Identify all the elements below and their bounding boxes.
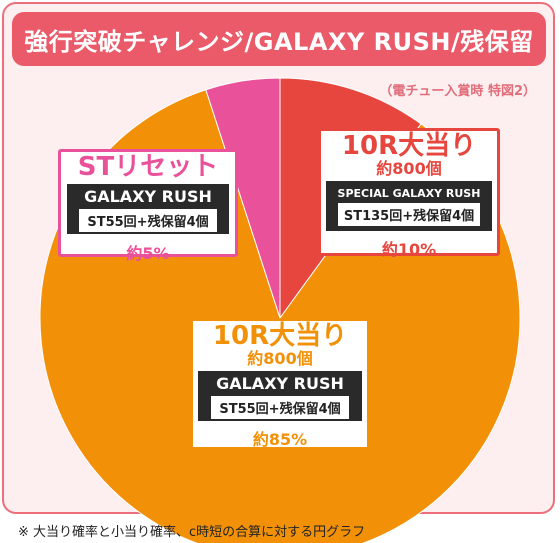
pie-slice-st-reset — [205, 77, 281, 319]
label-card-special: 10R大当り 約800個 SPECIAL GALAXY RUSH ST135回+… — [318, 128, 500, 259]
st-reset-mode-box: GALAXY RUSH ST55回+残保留4個 — [67, 184, 229, 234]
st-reset-percent: 約5% — [126, 244, 170, 263]
special-percent: 約10% — [381, 240, 437, 259]
special-mode-box: SPECIAL GALAXY RUSH ST135回+残保留4個 — [326, 181, 492, 231]
special-payout: 約800個 — [376, 159, 442, 178]
st-reset-detail: ST55回+残保留4個 — [79, 208, 217, 232]
label-card-st-reset: STリセット GALAXY RUSH ST55回+残保留4個 約5% — [58, 149, 238, 263]
footnote: ※ 大当り確率と小当り確率、c時短の合算に対する円グラフ — [18, 525, 366, 540]
special-mode: SPECIAL GALAXY RUSH — [337, 186, 481, 200]
galaxy-mode: GALAXY RUSH — [216, 373, 344, 393]
galaxy-title: 10R大当り — [212, 321, 348, 351]
st-reset-mode: GALAXY RUSH — [84, 186, 212, 206]
condition-note: （電チュー入賞時 特図2） — [379, 84, 536, 99]
st-reset-title: STリセット — [77, 152, 219, 182]
galaxy-mode-box: GALAXY RUSH ST55回+残保留4個 — [198, 371, 362, 421]
special-detail: ST135回+残保留4個 — [337, 202, 481, 226]
chart-title: 強行突破チャレンジ/GALAXY RUSH/残保留 — [24, 27, 534, 56]
label-card-galaxy: 10R大当り 約800個 GALAXY RUSH ST55回+残保留4個 約85… — [190, 318, 370, 450]
galaxy-payout: 約800個 — [247, 349, 313, 368]
special-title: 10R大当り — [341, 131, 477, 161]
galaxy-percent: 約85% — [252, 430, 308, 449]
title-banner: 強行突破チャレンジ/GALAXY RUSH/残保留 — [12, 12, 546, 66]
galaxy-detail: ST55回+残保留4個 — [211, 395, 349, 419]
